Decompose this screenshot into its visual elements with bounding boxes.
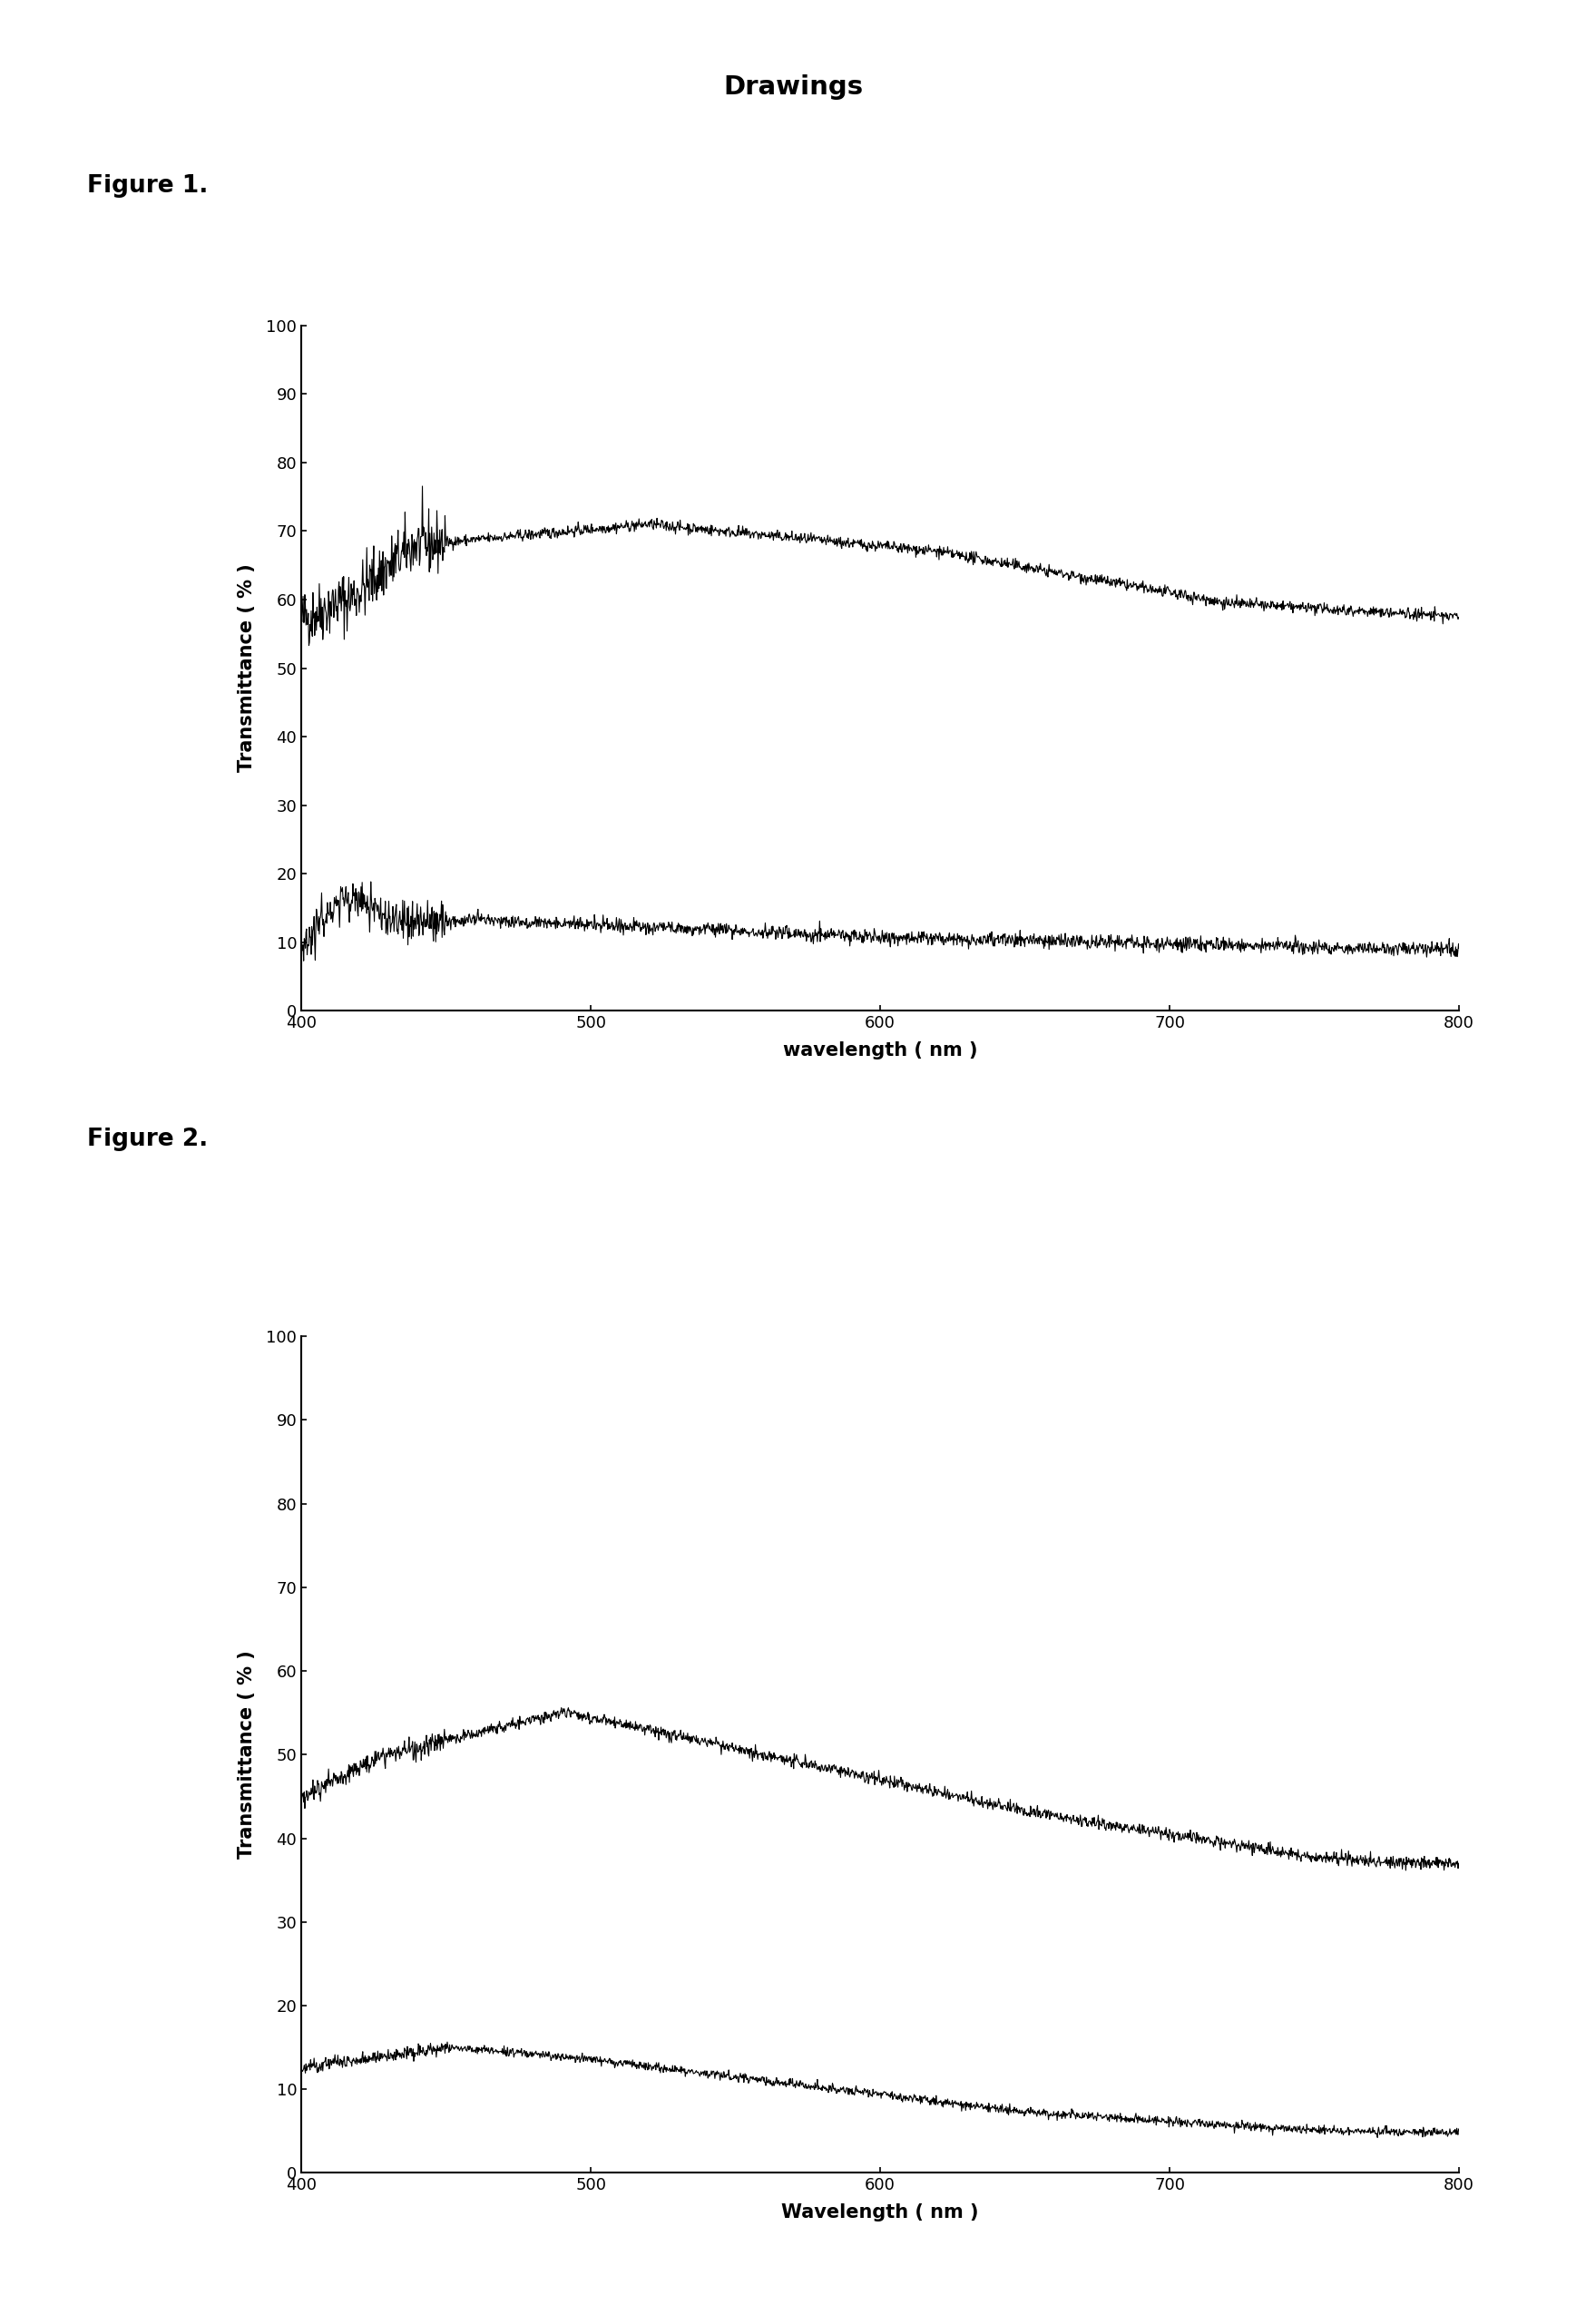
Y-axis label: Transmittance ( % ): Transmittance ( % ) [238,565,255,772]
X-axis label: Wavelength ( nm ): Wavelength ( nm ) [782,2203,979,2222]
X-axis label: wavelength ( nm ): wavelength ( nm ) [783,1041,977,1060]
Text: Figure 2.: Figure 2. [87,1127,208,1150]
Text: Drawings: Drawings [723,74,863,100]
Y-axis label: Transmittance ( % ): Transmittance ( % ) [238,1650,255,1859]
Text: Figure 1.: Figure 1. [87,174,208,198]
